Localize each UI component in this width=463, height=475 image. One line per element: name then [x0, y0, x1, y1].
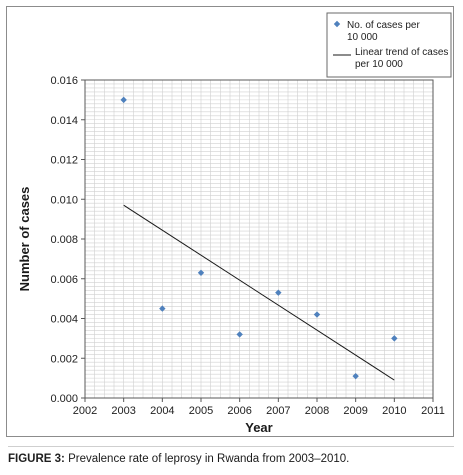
- legend-label-trend-line1: Linear trend of cases: [355, 47, 448, 58]
- x-tick-label: 2002: [73, 405, 97, 417]
- data-point: [120, 96, 127, 104]
- data-point: [275, 289, 282, 296]
- legend-box: [326, 12, 452, 78]
- legend: No. of cases per 10 000 Linear trend of …: [326, 12, 452, 78]
- x-tick-label: 2005: [189, 405, 213, 417]
- x-tick-label: 2004: [150, 405, 174, 417]
- x-axis-ticks: 2002 2003 2004 2005 2006 2007 2008 2009 2010 2011: [73, 398, 445, 417]
- y-tick-label: 0.012: [50, 155, 78, 167]
- y-tick-label: 0.016: [50, 75, 78, 87]
- figure-frame: 0.000 0.002 0.004 0.006 0.008 0.010 0.012 0.014…: [6, 6, 454, 437]
- y-tick-label: 0.002: [50, 353, 78, 365]
- plot-grid: [85, 80, 433, 398]
- y-tick-label: 0.008: [50, 234, 78, 246]
- x-tick-label: 2006: [227, 405, 251, 417]
- legend-label-points-line1: No. of cases per: [347, 20, 420, 31]
- x-tick-label: 2011: [421, 405, 445, 417]
- data-point: [159, 305, 166, 312]
- x-tick-label: 2010: [382, 405, 406, 417]
- y-tick-label: 0.004: [50, 314, 78, 326]
- x-tick-label: 2008: [305, 405, 329, 417]
- y-tick-label: 0.006: [50, 274, 78, 286]
- y-axis-title: Number of cases: [17, 187, 32, 292]
- x-axis-title: Year: [245, 420, 272, 435]
- x-tick-label: 2003: [111, 405, 135, 417]
- trend-line: [123, 204, 395, 381]
- legend-label-points: No. of cases per 10 000: [347, 20, 423, 43]
- data-points: [120, 96, 398, 380]
- x-tick-label: 2007: [266, 405, 290, 417]
- data-point: [236, 331, 243, 338]
- legend-label-points-line2: 10 000: [347, 32, 378, 43]
- caption-text: Prevalence rate of leprosy in Rwanda fro…: [64, 453, 350, 465]
- y-tick-label: 0.000: [50, 393, 78, 405]
- scatter-chart: 0.000 0.002 0.004 0.006 0.008 0.010 0.012 0.014…: [17, 12, 452, 435]
- legend-label-trend: Linear trend of cases per 10 000: [355, 47, 451, 70]
- legend-label-trend-line2: per 10 000: [355, 59, 403, 70]
- data-point: [197, 269, 205, 276]
- data-point: [352, 372, 359, 380]
- data-point: [313, 311, 321, 318]
- x-tick-label: 2009: [343, 405, 367, 417]
- y-axis-ticks: 0.000 0.002 0.004 0.006 0.008 0.010 0.012 0.014…: [50, 75, 85, 405]
- caption-lead: FIGURE 3:: [8, 453, 65, 465]
- legend-point-marker: [333, 20, 341, 28]
- figure-caption: FIGURE 3: Prevalence rate of leprosy in …: [8, 446, 454, 467]
- y-tick-label: 0.014: [50, 115, 78, 127]
- y-tick-label: 0.010: [50, 194, 78, 206]
- data-point: [391, 335, 398, 342]
